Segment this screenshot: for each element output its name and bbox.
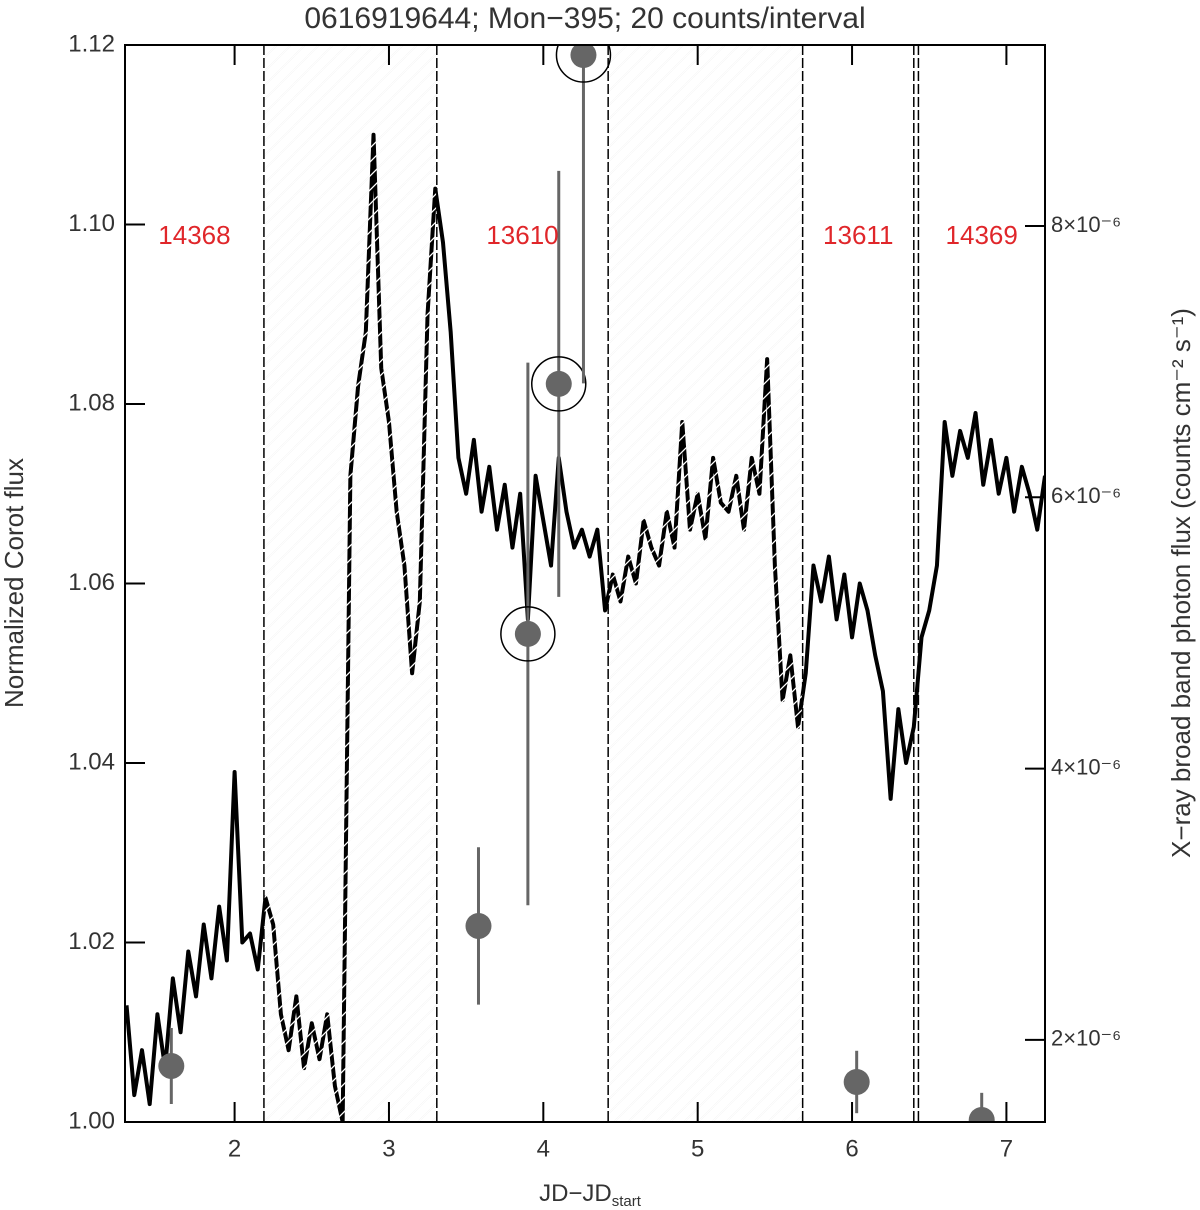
x-axis-label: JD−JDstart bbox=[539, 1180, 642, 1210]
x-tick-label: 4 bbox=[537, 1135, 550, 1162]
x-axis-label-sub: start bbox=[612, 1193, 642, 1210]
y2-tick-label: 2×10⁻⁶ bbox=[1051, 1026, 1121, 1051]
y-tick-label: 1.08 bbox=[68, 389, 115, 416]
x-tick-label: 2 bbox=[228, 1135, 241, 1162]
y2-tick-label: 4×10⁻⁶ bbox=[1051, 754, 1121, 779]
y-tick-label: 1.10 bbox=[68, 210, 115, 237]
plot-over bbox=[158, 45, 995, 1122]
chart-title: 0616919644; Mon−395; 20 counts/interval bbox=[304, 2, 865, 35]
xray-point bbox=[465, 912, 492, 939]
y2-tick-label: 6×10⁻⁶ bbox=[1051, 483, 1121, 508]
y2-tick-label: 8×10⁻⁶ bbox=[1051, 212, 1121, 237]
x-tick-label: 6 bbox=[845, 1135, 858, 1162]
segment-label: 14369 bbox=[946, 220, 1018, 250]
xray-point bbox=[843, 1068, 870, 1095]
segment-label: 13611 bbox=[823, 220, 893, 250]
hatched-gap-overlay bbox=[608, 45, 803, 1122]
y-axis-label: Normalized Corot flux bbox=[0, 458, 29, 708]
y-tick-label: 1.02 bbox=[68, 928, 115, 955]
highlight-ring bbox=[500, 606, 556, 662]
x-tick-label: 7 bbox=[1000, 1135, 1013, 1162]
y2-axis-label: X−ray broad band photon flux (counts cm⁻… bbox=[1166, 308, 1196, 858]
x-axis-label-main: JD−JD bbox=[539, 1180, 612, 1207]
highlight-ring bbox=[531, 356, 587, 412]
y-tick-label: 1.12 bbox=[68, 30, 115, 57]
y-tick-label: 1.04 bbox=[68, 748, 115, 775]
xray-point bbox=[545, 370, 572, 397]
plot-frame bbox=[124, 44, 1046, 1123]
xray-point bbox=[570, 45, 597, 69]
axes: 14368 13610 13611 14369 2 3 4 5 6 7 1.00 1.02 1.04 1.… bbox=[68, 30, 1121, 1162]
segment-label: 13610 bbox=[486, 220, 558, 250]
xray-point bbox=[514, 620, 541, 647]
y-tick-label: 1.06 bbox=[68, 569, 115, 596]
hatched-gap-overlay bbox=[263, 45, 437, 1122]
highlight-ring bbox=[555, 45, 612, 83]
y-tick-label: 1.00 bbox=[68, 1107, 115, 1134]
xray-point bbox=[968, 1106, 995, 1122]
xray-point bbox=[158, 1052, 185, 1079]
segment-label: 14368 bbox=[158, 220, 230, 250]
x-tick-label: 3 bbox=[382, 1135, 395, 1162]
x-tick-label: 5 bbox=[691, 1135, 704, 1162]
